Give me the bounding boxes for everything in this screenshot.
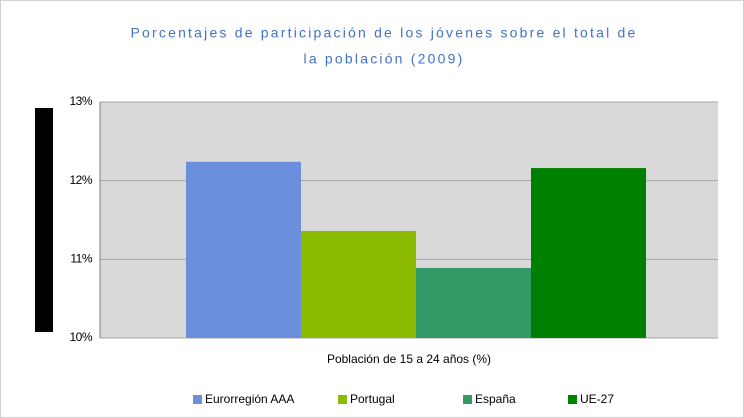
legend-swatch bbox=[568, 395, 577, 404]
bar bbox=[416, 267, 531, 338]
x-tick-label: Población de 15 a 24 años (%) bbox=[327, 352, 491, 366]
legend-swatch bbox=[463, 395, 472, 404]
y-tick-label: 13% bbox=[69, 94, 92, 108]
bar bbox=[531, 168, 646, 338]
legend-swatch bbox=[338, 395, 347, 404]
bar bbox=[301, 231, 416, 338]
legend-label: Portugal bbox=[350, 392, 395, 406]
y-tick-label: 10% bbox=[69, 330, 92, 344]
chart-title: Porcentajes de participación de los jóve… bbox=[131, 25, 638, 41]
chart-title: la población (2009) bbox=[304, 51, 465, 67]
legend-label: España bbox=[475, 392, 516, 406]
legend-label: UE-27 bbox=[580, 392, 614, 406]
bar bbox=[186, 161, 301, 338]
y-tick-label: 12% bbox=[69, 173, 92, 187]
legend-label: Eurorregión AAA bbox=[205, 392, 294, 406]
legend-swatch bbox=[193, 395, 202, 404]
y-tick-label: 11% bbox=[70, 252, 92, 266]
side-bar bbox=[35, 108, 53, 332]
